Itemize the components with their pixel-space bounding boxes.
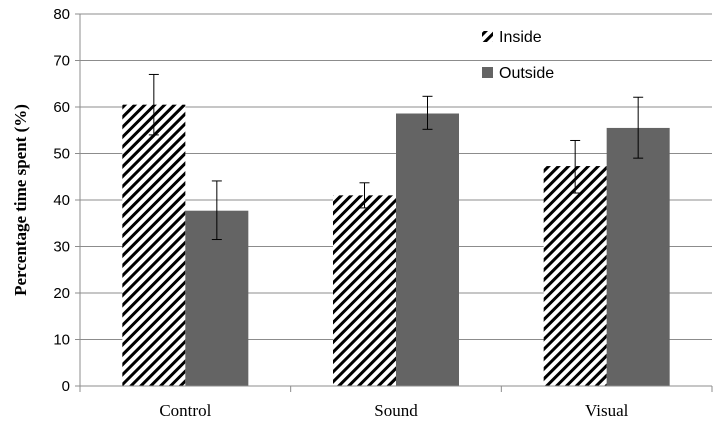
bar-inside-sound (333, 195, 396, 386)
error-bars (148, 73, 644, 241)
axes (79, 14, 713, 392)
y-tick-labels: 0 10 20 30 40 50 60 70 80 (53, 6, 80, 395)
y-tick-label: 40 (53, 192, 70, 209)
x-tick-labels: Control Sound Visual (159, 401, 628, 420)
legend: Inside Outside (482, 29, 554, 82)
y-tick-label: 30 (53, 239, 70, 256)
bar-outside-visual (606, 127, 670, 387)
y-tick-label: 20 (53, 285, 70, 302)
y-tick-label: 0 (62, 378, 70, 395)
legend-swatch-inside (482, 31, 493, 42)
y-axis-label: Percentage time spent (%) (11, 104, 30, 296)
y-tick-label: 10 (53, 332, 70, 349)
bar-inside-control (122, 104, 186, 387)
legend-label-outside: Outside (499, 65, 554, 82)
x-tick-label: Control (159, 401, 211, 420)
legend-label-inside: Inside (499, 29, 542, 46)
y-tick-label: 80 (53, 6, 70, 23)
x-tick-label: Sound (374, 401, 418, 420)
y-tick-label: 50 (53, 146, 70, 163)
bar-outside-sound (396, 113, 459, 386)
bar-inside-visual (543, 166, 607, 386)
y-tick-label: 60 (53, 99, 70, 116)
legend-swatch-outside (482, 67, 493, 78)
x-tick-label: Visual (585, 401, 629, 420)
bars (122, 104, 670, 387)
y-tick-label: 70 (53, 53, 70, 70)
